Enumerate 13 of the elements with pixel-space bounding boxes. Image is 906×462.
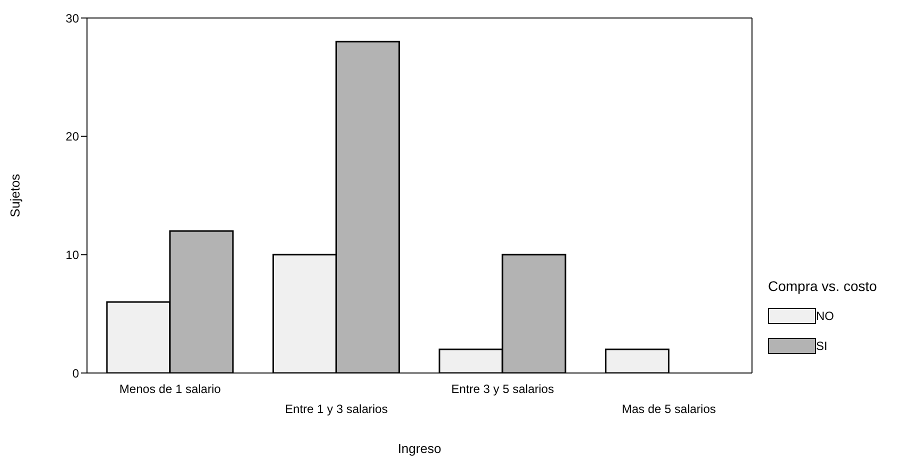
y-tick-label: 10 xyxy=(66,248,80,262)
legend-title: Compra vs. costo xyxy=(768,278,877,294)
y-axis-title: Sujetos xyxy=(8,173,23,218)
x-axis-title: Ingreso xyxy=(398,441,442,456)
y-tick-label: 0 xyxy=(72,366,80,380)
x-tick-label: Entre 3 y 5 salarios xyxy=(451,382,554,396)
y-tick-label: 20 xyxy=(66,130,80,144)
legend-label: NO xyxy=(816,309,834,323)
x-tick-label: Mas de 5 salarios xyxy=(622,402,716,416)
legend-label: SI xyxy=(816,339,828,353)
y-tick-label: 30 xyxy=(66,11,80,26)
x-tick-label: Entre 1 y 3 salarios xyxy=(285,402,388,416)
x-tick-label: Menos de 1 salario xyxy=(119,382,222,396)
